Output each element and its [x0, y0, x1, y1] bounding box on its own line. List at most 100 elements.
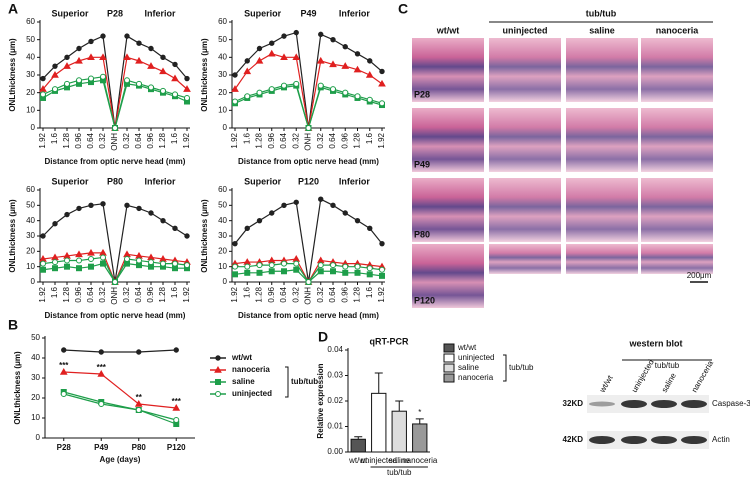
- y-tick-label: 30: [218, 231, 227, 240]
- y-tick-label: 10: [31, 413, 40, 422]
- group-label: tub/tub: [387, 468, 412, 477]
- marker: [281, 33, 287, 39]
- legend-label: saline: [458, 363, 479, 372]
- marker: [329, 60, 337, 68]
- x-tick-label: 1.92: [230, 286, 239, 302]
- marker: [172, 403, 181, 411]
- marker: [64, 211, 70, 218]
- marker: [305, 279, 312, 285]
- marker: [136, 257, 142, 264]
- x-tick-label: 0.32: [291, 132, 300, 148]
- marker: [317, 268, 324, 275]
- retina-section: [489, 38, 561, 102]
- band: [621, 436, 647, 444]
- series-line: [234, 31, 383, 129]
- marker: [267, 49, 276, 57]
- marker: [52, 221, 58, 227]
- retina-section: [641, 244, 713, 274]
- marker: [379, 272, 385, 279]
- y-tick-label: 0.04: [327, 345, 343, 354]
- significance: ***: [97, 363, 107, 372]
- marker: [87, 248, 95, 256]
- x-tick-label: 0.96: [74, 286, 83, 302]
- x-tick-label: ONH: [304, 133, 313, 151]
- bar: [391, 410, 407, 453]
- marker: [354, 269, 361, 276]
- marker: [255, 56, 264, 64]
- bar: [350, 438, 366, 453]
- x-tick-label: 0.32: [98, 132, 107, 148]
- region-label: Superior: [244, 176, 282, 186]
- series-line: [234, 83, 383, 131]
- x-tick-label: 0.64: [86, 286, 95, 302]
- row-label: P49: [414, 159, 430, 169]
- legend-bracket: [285, 366, 289, 398]
- retina-section: [489, 108, 561, 172]
- x-tick-label: 1.28: [62, 286, 71, 302]
- marker: [124, 202, 130, 209]
- row-label: P120: [414, 295, 435, 305]
- marker: [40, 91, 46, 98]
- y-tick-label: 0.01: [327, 422, 343, 431]
- y-tick-label: 10: [26, 105, 35, 114]
- x-tick-label: P80: [132, 443, 147, 452]
- y-tick-label: 60: [218, 185, 227, 194]
- error-bar: [374, 372, 383, 394]
- band: [651, 436, 677, 444]
- x-tick-label: 0.64: [86, 132, 95, 148]
- panel-label: C: [398, 1, 408, 17]
- panel-label: B: [8, 317, 18, 333]
- y-tick-label: 20: [26, 246, 35, 255]
- y-tick-label: 50: [218, 35, 227, 44]
- y-tick-label: 60: [218, 17, 227, 26]
- marker: [354, 51, 361, 57]
- column-label: wt/wt: [436, 25, 460, 35]
- size-label: 32KD: [563, 399, 584, 408]
- x-tick-label: 0.32: [316, 132, 325, 148]
- marker: [232, 240, 238, 247]
- x-axis-label: Age (days): [100, 455, 141, 464]
- marker: [318, 31, 324, 38]
- y-tick-label: 50: [218, 200, 227, 209]
- marker: [268, 262, 275, 269]
- x-tick-label: 1.92: [230, 132, 239, 148]
- y-tick-label: 50: [31, 333, 40, 342]
- column-label: uninjected: [502, 25, 547, 35]
- x-tick-label: 1.92: [377, 132, 386, 148]
- y-tick-label: 20: [26, 88, 35, 97]
- legend-label: nanoceria: [458, 373, 494, 382]
- marker: [172, 61, 178, 68]
- marker: [134, 399, 143, 407]
- marker: [160, 87, 166, 94]
- chart-title: P49: [300, 8, 316, 18]
- marker: [244, 263, 251, 270]
- marker: [232, 263, 238, 270]
- marker: [244, 93, 251, 100]
- marker: [172, 225, 178, 232]
- legend-marker: [214, 365, 222, 373]
- x-tick-label: P120: [167, 443, 186, 452]
- marker: [256, 45, 263, 52]
- legend-marker: [215, 355, 221, 361]
- marker: [148, 210, 154, 216]
- marker: [135, 56, 143, 64]
- x-tick-label: 0.64: [328, 132, 337, 148]
- y-tick-label: 10: [26, 262, 35, 271]
- x-tick-label: 1.6: [170, 132, 179, 144]
- marker: [124, 256, 130, 262]
- marker: [100, 201, 106, 207]
- x-tick-label: nanoceria: [402, 456, 438, 465]
- marker: [342, 89, 349, 96]
- x-tick-label: 0.96: [340, 132, 349, 148]
- size-label: 42KD: [563, 435, 584, 444]
- band: [681, 400, 707, 408]
- region-label: Inferior: [339, 176, 371, 186]
- x-tick-label: 1.28: [255, 132, 264, 148]
- group-label: tub/tub: [586, 8, 617, 18]
- marker: [330, 36, 336, 43]
- marker: [124, 77, 130, 84]
- legend-group-label: tub/tub: [291, 377, 318, 386]
- x-tick-label: 0.32: [291, 286, 300, 302]
- x-tick-label: uninjected: [361, 456, 397, 465]
- marker: [244, 269, 251, 276]
